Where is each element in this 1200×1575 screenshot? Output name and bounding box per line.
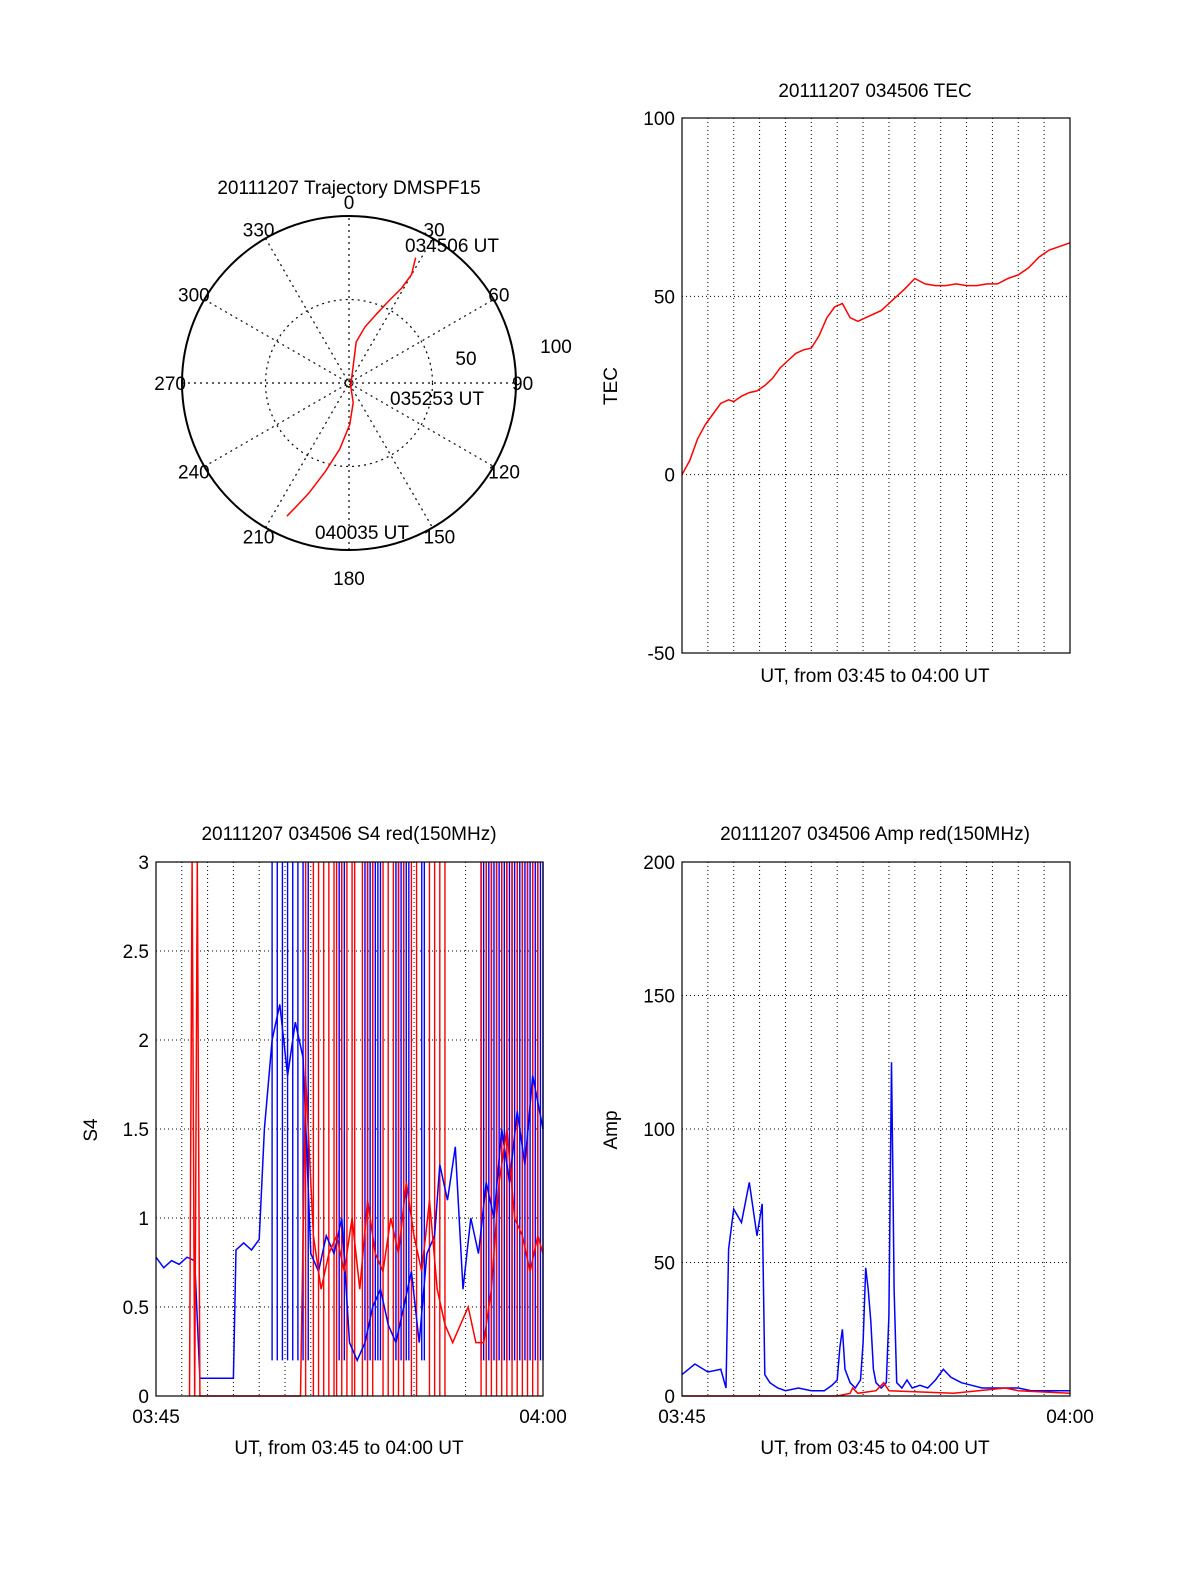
amp-series [681,1062,1071,1397]
x-tick-label: 04:00 [1046,1407,1094,1428]
amp-grid [682,862,1070,1396]
y-tick-label: 200 [643,853,675,874]
amp-panel: 20111207 034506 Amp red(150MHz) 0 50 100 15… [601,824,1094,1459]
series-line-red [681,242,1071,476]
y-tick-label: 2.5 [123,942,149,963]
y-tick-label: 100 [643,1120,675,1141]
polar-angle-label: 300 [178,286,210,307]
y-tick-label: 3 [138,853,149,874]
trajectory-line [286,257,417,517]
x-tick-label: 03:45 [132,1407,180,1428]
polar-angle-label: 210 [243,527,275,548]
annotation-start-time: 034506 UT [405,236,499,257]
polar-angle-labels: 0 30 60 90 120 150 180 210 240 270 300 330 50 100 [154,193,572,590]
polar-grid [181,215,517,551]
polar-radius-label: 100 [540,337,572,358]
y-tick-label: 2 [138,1031,149,1052]
polar-trajectory-panel: 20111207 Trajectory DMSPF15 0 30 60 90 120 15… [154,178,572,590]
s4-series [155,861,544,1397]
series-line-red [682,1381,1071,1397]
plot-frame [155,861,544,1397]
plot-frame [681,861,1071,1397]
polar-spoke [204,298,494,468]
tec-grid [682,118,1070,653]
y-tick-label: 50 [654,1254,675,1275]
amp-xlabel: UT, from 03:45 to 04:00 UT [760,1438,990,1459]
s4-panel: 20111207 034506 S4 red(150MHz) 0 0.5 1 1.5 2… [81,824,567,1459]
s4-axes: 0 0.5 1 1.5 2 2.5 3 03:45 04:00 [123,853,567,1428]
y-tick-label: 100 [643,109,675,130]
polar-radius-label: 50 [455,349,476,370]
annotation-mid-time: 035253 UT [390,389,484,410]
y-tick-label: 0 [664,466,675,487]
polar-angle-label: 240 [178,463,210,484]
y-tick-label: 50 [654,287,675,308]
polar-angle-label: 90 [512,374,533,395]
amp-axes: 0 50 100 150 200 03:45 04:00 [643,853,1093,1428]
y-tick-label: 0 [138,1387,149,1408]
tec-title: 20111207 034506 TEC [778,81,971,102]
polar-spoke [264,238,434,528]
tec-axes: -50 0 50 100 [643,109,1071,665]
x-tick-label: 04:00 [519,1407,567,1428]
s4-title: 20111207 034506 S4 red(150MHz) [201,824,496,845]
polar-series [286,257,417,517]
y-tick-label: 150 [643,987,675,1008]
s4-grid [156,862,543,1396]
amp-ylabel: Amp [601,1110,622,1149]
polar-angle-label: 60 [488,286,509,307]
y-tick-label: 0.5 [123,1298,149,1319]
y-tick-label: 0 [664,1387,675,1408]
series-line-blue [155,1004,544,1379]
y-tick-label: 1.5 [123,1120,149,1141]
series-line-blue [681,1062,1070,1392]
s4-ylabel: S4 [81,1118,102,1142]
polar-angle-label: 180 [333,569,365,590]
polar-title: 20111207 Trajectory DMSPF15 [217,178,480,199]
series-line-red [188,861,544,1397]
y-tick-label: 1 [138,1209,149,1230]
polar-spoke [204,298,494,468]
polar-angle-label: 120 [488,463,520,484]
polar-angle-label: 330 [243,221,275,242]
s4-xlabel: UT, from 03:45 to 04:00 UT [234,1438,464,1459]
y-tick-label: -50 [648,644,675,665]
amp-title: 20111207 034506 Amp red(150MHz) [720,824,1030,845]
tec-xlabel: UT, from 03:45 to 04:00 UT [760,666,990,687]
polar-angle-label: 0 [344,193,355,214]
polar-inner-ring [264,298,434,468]
tec-ylabel: TEC [601,367,622,405]
polar-angle-label: 30 [424,221,445,242]
polar-spoke [264,238,434,528]
polar-angle-label: 270 [154,374,186,395]
x-tick-label: 03:45 [658,1407,706,1428]
polar-angle-label: 150 [424,527,456,548]
tec-panel: 20111207 034506 TEC -50 0 50 100 UT, from 0… [601,81,1071,687]
annotation-end-time: 040035 UT [315,523,409,544]
tec-series [681,242,1071,476]
plot-frame [681,117,1071,654]
